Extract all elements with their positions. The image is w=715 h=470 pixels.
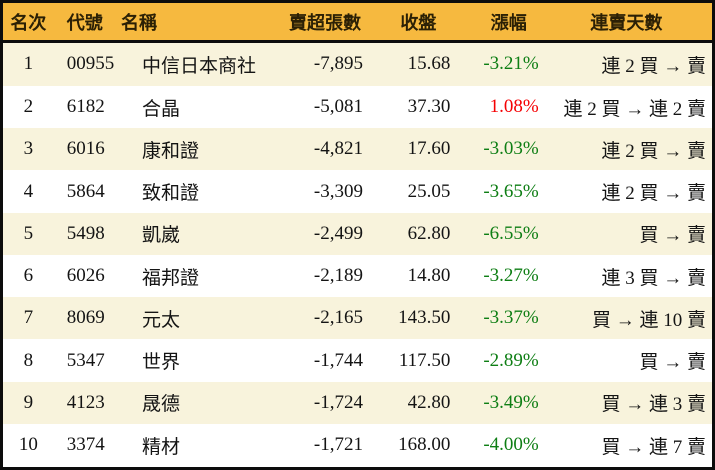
table-row: 7 8069 元太 -2,165 143.50 -3.37% 買 → 連 10 … xyxy=(1,297,714,340)
streak-cell: 連 3 買 → 賣 xyxy=(601,267,706,289)
table-row: 10 3374 精材 -1,721 168.00 -4.00% 買 → 連 7 … xyxy=(1,423,714,469)
header-row: 名次 代號 名稱 賣超張數 收盤 漲幅 連賣天數 xyxy=(1,1,714,43)
change-cell: -3.21% xyxy=(483,53,539,75)
streak-cell: 連 2 買 → 賣 xyxy=(601,55,706,77)
table-row: 3 6016 康和證 -4,821 17.60 -3.03% 連 2 買 → 賣 xyxy=(1,128,714,171)
close-cell: 168.00 xyxy=(398,434,451,456)
close-cell: 143.50 xyxy=(398,307,451,329)
rank-cell: 2 xyxy=(23,96,34,118)
close-cell: 42.80 xyxy=(407,391,451,413)
rank-cell: 10 xyxy=(18,434,38,456)
change-cell: -3.49% xyxy=(483,391,539,413)
col-header-name: 名稱 xyxy=(118,1,271,43)
name-cell: 福邦證 xyxy=(141,267,199,289)
name-cell: 合晶 xyxy=(141,98,180,120)
code-cell: 6182 xyxy=(66,96,105,118)
sell-volume-cell: -5,081 xyxy=(313,96,363,118)
sell-volume-cell: -4,821 xyxy=(313,138,363,160)
name-cell: 精材 xyxy=(141,436,180,458)
streak-cell: 連 2 買 → 賣 xyxy=(601,183,706,205)
sell-volume-cell: -2,189 xyxy=(313,265,363,287)
streak-cell: 買 → 連 7 賣 xyxy=(601,436,706,458)
change-cell: -3.37% xyxy=(483,307,539,329)
sell-volume-cell: -3,309 xyxy=(313,180,363,202)
change-cell: -2.89% xyxy=(483,349,539,371)
col-header-close: 收盤 xyxy=(365,1,453,43)
name-cell: 晟德 xyxy=(141,394,180,416)
close-cell: 37.30 xyxy=(407,96,451,118)
sell-volume-cell: -1,724 xyxy=(313,391,363,413)
name-cell: 元太 xyxy=(141,309,180,331)
table-row: 2 6182 合晶 -5,081 37.30 1.08% 連 2 買 → 連 2… xyxy=(1,85,714,129)
rank-cell: 7 xyxy=(23,307,34,329)
rank-cell: 8 xyxy=(23,349,34,371)
table-row: 1 00955 中信日本商社 -7,895 15.68 -3.21% 連 2 買… xyxy=(1,41,714,86)
sell-volume-cell: -2,165 xyxy=(313,307,363,329)
table-row: 5 5498 凱崴 -2,499 62.80 -6.55% 買 → 賣 xyxy=(1,212,714,255)
code-cell: 6016 xyxy=(66,138,105,160)
rank-cell: 3 xyxy=(23,138,34,160)
name-cell: 中信日本商社 xyxy=(141,55,256,77)
streak-cell: 買 → 賣 xyxy=(639,225,706,247)
code-cell: 5864 xyxy=(66,180,105,202)
sell-volume-cell: -7,895 xyxy=(313,53,363,75)
change-cell: -3.03% xyxy=(483,138,539,160)
name-cell: 世界 xyxy=(141,352,180,374)
table-header: 名次 代號 名稱 賣超張數 收盤 漲幅 連賣天數 xyxy=(1,1,714,43)
change-cell: -6.55% xyxy=(483,222,539,244)
close-cell: 15.68 xyxy=(407,53,451,75)
col-header-sell-volume: 賣超張數 xyxy=(270,1,365,43)
close-cell: 14.80 xyxy=(407,265,451,287)
table-row: 8 5347 世界 -1,744 117.50 -2.89% 買 → 賣 xyxy=(1,339,714,382)
rank-cell: 1 xyxy=(23,53,34,75)
name-cell: 康和證 xyxy=(141,140,199,162)
table-row: 4 5864 致和證 -3,309 25.05 -3.65% 連 2 買 → 賣 xyxy=(1,170,714,213)
sell-volume-cell: -2,499 xyxy=(313,222,363,244)
table-row: 6 6026 福邦證 -2,189 14.80 -3.27% 連 3 買 → 賣 xyxy=(1,254,714,298)
name-cell: 凱崴 xyxy=(141,225,180,247)
code-cell: 4123 xyxy=(66,391,105,413)
close-cell: 62.80 xyxy=(407,222,451,244)
code-cell: 00955 xyxy=(66,53,115,75)
code-cell: 8069 xyxy=(66,307,105,329)
code-cell: 5498 xyxy=(66,222,105,244)
name-cell: 致和證 xyxy=(141,183,199,205)
col-header-rank: 名次 xyxy=(1,1,54,43)
streak-cell: 連 2 買 → 賣 xyxy=(601,140,706,162)
sell-volume-cell: -1,744 xyxy=(313,349,363,371)
code-cell: 6026 xyxy=(66,265,105,287)
streak-cell: 連 2 買 → 連 2 賣 xyxy=(563,98,706,120)
rank-cell: 6 xyxy=(23,265,34,287)
close-cell: 117.50 xyxy=(398,349,451,371)
change-cell: -3.65% xyxy=(483,180,539,202)
col-header-change: 漲幅 xyxy=(452,1,541,43)
streak-cell: 買 → 賣 xyxy=(639,352,706,374)
rank-cell: 4 xyxy=(23,180,34,202)
rank-cell: 5 xyxy=(23,222,34,244)
rank-cell: 9 xyxy=(23,391,34,413)
close-cell: 17.60 xyxy=(407,138,451,160)
change-cell: 1.08% xyxy=(489,96,539,118)
table-row: 9 4123 晟德 -1,724 42.80 -3.49% 買 → 連 3 賣 xyxy=(1,381,714,424)
streak-cell: 買 → 連 3 賣 xyxy=(601,394,706,416)
change-cell: -4.00% xyxy=(483,434,539,456)
streak-cell: 買 → 連 10 賣 xyxy=(591,309,706,331)
col-header-streak: 連賣天數 xyxy=(540,1,714,43)
table-body: 1 00955 中信日本商社 -7,895 15.68 -3.21% 連 2 買… xyxy=(1,41,714,469)
col-header-code: 代號 xyxy=(53,1,119,43)
code-cell: 3374 xyxy=(66,434,105,456)
code-cell: 5347 xyxy=(66,349,105,371)
close-cell: 25.05 xyxy=(407,180,451,202)
change-cell: -3.27% xyxy=(483,265,539,287)
sell-volume-cell: -1,721 xyxy=(313,434,363,456)
